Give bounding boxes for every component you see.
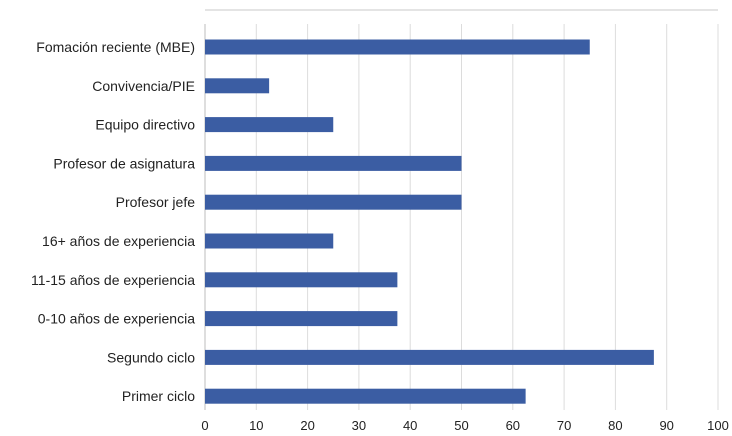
bar-profesor-de-asignatura — [205, 155, 462, 171]
bar-convivencia-pie — [205, 78, 270, 94]
category-label-16-anos-de-experiencia: 16+ años de experiencia — [42, 233, 195, 249]
x-tick-label-40: 40 — [403, 418, 417, 433]
bar-primer-ciclo — [205, 388, 526, 404]
bar-segundo-ciclo — [205, 349, 654, 365]
bar-layer — [205, 39, 654, 404]
x-tick-label-0: 0 — [201, 418, 208, 433]
category-label-equipo-directivo: Equipo directivo — [95, 117, 195, 133]
category-label-convivencia-pie: Convivencia/PIE — [92, 78, 195, 94]
x-tick-label-60: 60 — [506, 418, 520, 433]
x-tick-label-90: 90 — [659, 418, 673, 433]
category-label-profesor-de-asignatura: Profesor de asignatura — [53, 155, 195, 171]
x-tick-label-100: 100 — [707, 418, 729, 433]
category-label-0-10-anos-de-experiencia: 0-10 años de experiencia — [38, 311, 195, 327]
x-tick-label-layer: 0 10 20 30 40 50 60 70 80 90 100 — [201, 418, 728, 433]
bar-profesor-jefe — [205, 194, 462, 210]
category-label-profesor-jefe: Profesor jefe — [116, 194, 196, 210]
bar-0-10-anos-de-experiencia — [205, 311, 398, 327]
x-tick-label-30: 30 — [352, 418, 366, 433]
bar-16-anos-de-experiencia — [205, 233, 334, 249]
x-tick-label-50: 50 — [454, 418, 468, 433]
bar-fomacion-reciente-mbe — [205, 39, 590, 55]
category-label-primer-ciclo: Primer ciclo — [122, 388, 195, 404]
bar-11-15-anos-de-experiencia — [205, 272, 398, 288]
category-label-11-15-anos-de-experiencia: 11-15 años de experiencia — [31, 272, 195, 288]
x-tick-label-20: 20 — [300, 418, 314, 433]
x-tick-label-10: 10 — [249, 418, 263, 433]
x-tick-label-70: 70 — [557, 418, 571, 433]
bar-equipo-directivo — [205, 117, 334, 133]
category-label-fomacion-reciente-mbe: Fomación reciente (MBE) — [36, 39, 195, 55]
category-label-segundo-ciclo: Segundo ciclo — [107, 349, 195, 365]
x-tick-label-80: 80 — [608, 418, 622, 433]
category-label-layer: Fomación reciente (MBE) Convivencia/PIE Eq… — [31, 39, 195, 404]
